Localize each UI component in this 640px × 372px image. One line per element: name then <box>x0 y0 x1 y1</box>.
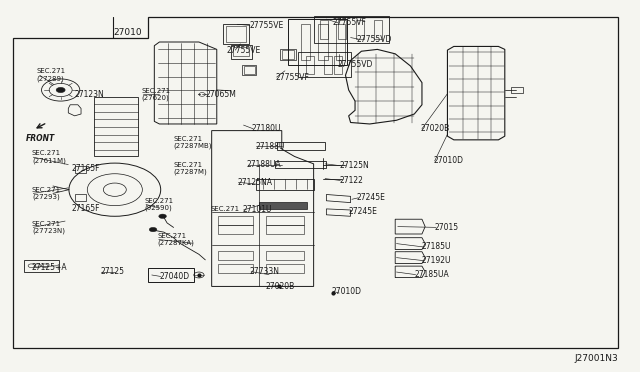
Text: SEC.271
(27723N): SEC.271 (27723N) <box>32 221 65 234</box>
Circle shape <box>56 87 65 93</box>
Text: 27101U: 27101U <box>243 205 272 215</box>
Text: 27188UA: 27188UA <box>246 160 282 169</box>
Text: SEC.271
(27289): SEC.271 (27289) <box>36 68 65 82</box>
Text: 27020B: 27020B <box>266 282 295 291</box>
Text: 27015: 27015 <box>435 223 459 232</box>
Text: 27755VE: 27755VE <box>250 21 284 30</box>
Text: 27020B: 27020B <box>420 124 450 133</box>
Text: 27755VE: 27755VE <box>227 46 260 55</box>
Text: 27010D: 27010D <box>332 287 362 296</box>
Text: 27755VD: 27755VD <box>357 35 392 44</box>
Text: 27010D: 27010D <box>433 156 463 166</box>
Text: 27180U: 27180U <box>252 124 282 133</box>
Text: 27125: 27125 <box>100 267 124 276</box>
Text: 27040D: 27040D <box>159 272 189 281</box>
Circle shape <box>159 214 166 218</box>
Text: 27125+A: 27125+A <box>32 263 68 272</box>
Text: 27165F: 27165F <box>72 164 100 173</box>
Text: 27755VF: 27755VF <box>275 73 309 81</box>
Text: 27185UA: 27185UA <box>414 270 449 279</box>
Text: SEC.271
(27287MB): SEC.271 (27287MB) <box>173 136 212 149</box>
Text: 27165F: 27165F <box>72 203 100 213</box>
Text: J27001N3: J27001N3 <box>575 354 618 363</box>
Text: 27733N: 27733N <box>250 267 280 276</box>
Text: 27188U: 27188U <box>255 142 284 151</box>
Text: 27122: 27122 <box>339 176 363 185</box>
Text: SEC.271
(27611M): SEC.271 (27611M) <box>32 150 66 164</box>
Text: FRONT: FRONT <box>26 134 56 143</box>
Text: 27185U: 27185U <box>422 243 451 251</box>
Text: 27125N: 27125N <box>339 161 369 170</box>
Text: 27245E: 27245E <box>357 193 386 202</box>
Text: SEC.271
(27293): SEC.271 (27293) <box>32 187 61 200</box>
Text: 27125NA: 27125NA <box>237 178 272 187</box>
Text: 27010: 27010 <box>113 28 141 37</box>
Text: SEC.271: SEC.271 <box>211 206 239 212</box>
Text: SEC.271
(27620): SEC.271 (27620) <box>141 88 171 101</box>
Text: 27245E: 27245E <box>349 207 378 217</box>
Text: 27123N: 27123N <box>75 90 104 99</box>
Text: 27065M: 27065M <box>205 90 236 99</box>
Text: SEC.271
(92590): SEC.271 (92590) <box>145 198 174 211</box>
Polygon shape <box>259 202 307 209</box>
Text: SEC.271
(27287M): SEC.271 (27287M) <box>173 161 207 175</box>
Circle shape <box>149 227 157 232</box>
Text: 27755VD: 27755VD <box>338 60 373 70</box>
Text: SEC.271
(27287KA): SEC.271 (27287KA) <box>157 233 195 246</box>
Text: 27755VF: 27755VF <box>333 18 367 27</box>
Text: 27192U: 27192U <box>422 256 451 265</box>
